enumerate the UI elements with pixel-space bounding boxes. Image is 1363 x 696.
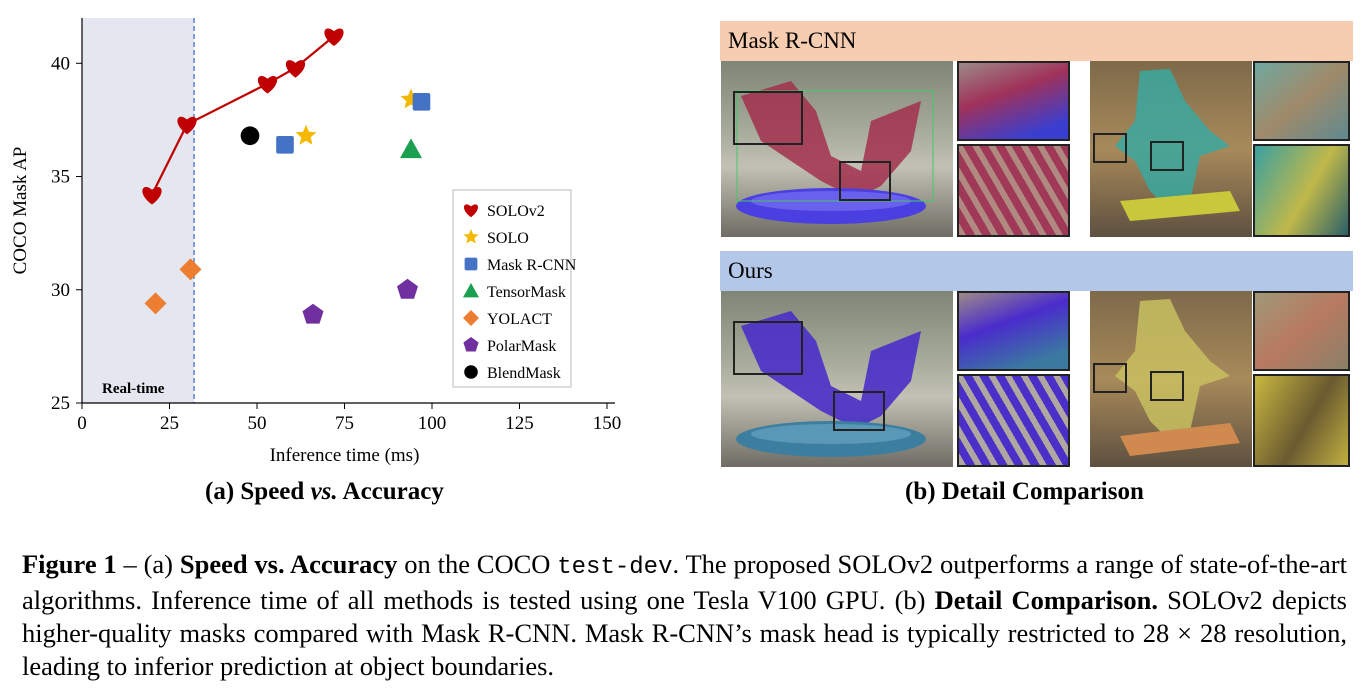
x-axis-label: Inference time (ms) bbox=[270, 445, 420, 466]
ours-band: Ours bbox=[720, 251, 1353, 291]
y-tick-label: 35 bbox=[51, 167, 70, 188]
solov2-point bbox=[177, 116, 197, 135]
x-tick-label: 25 bbox=[160, 413, 179, 434]
skater-mask-teal bbox=[1115, 69, 1240, 221]
zoom-box-4 bbox=[1150, 141, 1184, 171]
y-tick-label: 40 bbox=[51, 53, 70, 74]
bird-mask-red bbox=[736, 81, 934, 224]
caption-b: (b) Detail Comparison bbox=[905, 478, 1144, 505]
legend-label-tensormask: TensorMask bbox=[487, 284, 566, 301]
legend-marker-tensormask bbox=[463, 283, 479, 298]
x-tick-label: 125 bbox=[505, 413, 534, 434]
x-tick-label: 0 bbox=[77, 413, 87, 434]
legend-label-mask-r-cnn: Mask R-CNN bbox=[487, 257, 577, 274]
x-tick-label: 50 bbox=[248, 413, 267, 434]
yolact-point bbox=[144, 292, 167, 315]
zoom-box-3 bbox=[1093, 133, 1127, 163]
bird-zoom-top-a bbox=[957, 61, 1070, 141]
y-tick-label: 30 bbox=[51, 280, 70, 301]
legend-label-blendmask: BlendMask bbox=[487, 365, 561, 382]
skater-photo-mask-rcnn bbox=[1090, 61, 1252, 237]
bird-zoom-bottom-b bbox=[957, 374, 1070, 467]
bird-photo-mask-rcnn bbox=[721, 61, 953, 237]
realtime-region bbox=[82, 18, 194, 403]
solov2-point bbox=[257, 76, 278, 94]
skater-zoom-top-a bbox=[1253, 61, 1350, 141]
legend-label-solo: SOLO bbox=[487, 230, 529, 247]
polarmask-point bbox=[302, 303, 324, 324]
caption-a: (a) Speed vs. Accuracy bbox=[205, 478, 444, 505]
zoom-box-7 bbox=[1093, 363, 1127, 393]
tensormask-point bbox=[400, 138, 422, 159]
skater-zoom-bottom-a bbox=[1253, 291, 1350, 371]
bird-zoom-bottom-a bbox=[957, 291, 1070, 371]
zoom-box-1 bbox=[733, 91, 803, 145]
legend-label-yolact: YOLACT bbox=[487, 311, 552, 328]
solov2-point bbox=[324, 28, 344, 47]
ours-label: Ours bbox=[728, 258, 773, 283]
x-tick-label: 100 bbox=[418, 413, 447, 434]
y-axis-label: COCO Mask AP bbox=[10, 147, 31, 275]
solo-point bbox=[295, 124, 317, 145]
zoom-box-2 bbox=[839, 161, 891, 201]
legend-marker-blendmask bbox=[464, 365, 478, 379]
legend-marker-solov2 bbox=[464, 204, 478, 218]
skater-zoom-bottom-b bbox=[1253, 374, 1350, 467]
legend-label-polarmask: PolarMask bbox=[487, 338, 556, 355]
legend-marker-yolact bbox=[463, 310, 479, 326]
zoom-box-6 bbox=[833, 391, 885, 431]
skater-mask-yellow bbox=[1115, 299, 1240, 456]
mask-r-cnn-point bbox=[412, 92, 431, 111]
polarmask-point bbox=[397, 278, 418, 299]
blendmask-point bbox=[240, 126, 260, 146]
speed-accuracy-chart: Real-time 0 25 50 75 100 125 150 25 30 35 40 Inferen… bbox=[10, 18, 622, 466]
legend-label-solov2: SOLOv2 bbox=[487, 203, 545, 220]
mask-rcnn-label: Mask R-CNN bbox=[728, 28, 857, 53]
legend-marker-solo bbox=[463, 229, 479, 244]
bird-photo-ours bbox=[721, 291, 953, 467]
bird-zoom-top-b bbox=[957, 144, 1070, 237]
solov2-point bbox=[285, 60, 306, 78]
yolact-point bbox=[179, 258, 202, 281]
legend-marker-mask-r-cnn bbox=[464, 257, 478, 271]
mask-r-cnn-point bbox=[276, 136, 294, 154]
mask-rcnn-band: Mask R-CNN bbox=[720, 21, 1353, 61]
figure-caption: Figure 1 – (a) Speed vs. Accuracy on the… bbox=[22, 549, 1347, 681]
bird-mask-purple bbox=[736, 311, 926, 457]
x-tick-label: 75 bbox=[335, 413, 354, 434]
solov2-point bbox=[142, 186, 162, 205]
x-tick-label: 150 bbox=[593, 413, 622, 434]
zoom-box-8 bbox=[1150, 371, 1184, 401]
legend-marker-polarmask bbox=[463, 337, 479, 352]
skater-zoom-top-b bbox=[1253, 144, 1350, 237]
zoom-box-5 bbox=[733, 321, 803, 375]
y-tick-label: 25 bbox=[51, 393, 70, 414]
realtime-label: Real-time bbox=[102, 381, 165, 397]
skater-photo-ours bbox=[1090, 291, 1252, 467]
